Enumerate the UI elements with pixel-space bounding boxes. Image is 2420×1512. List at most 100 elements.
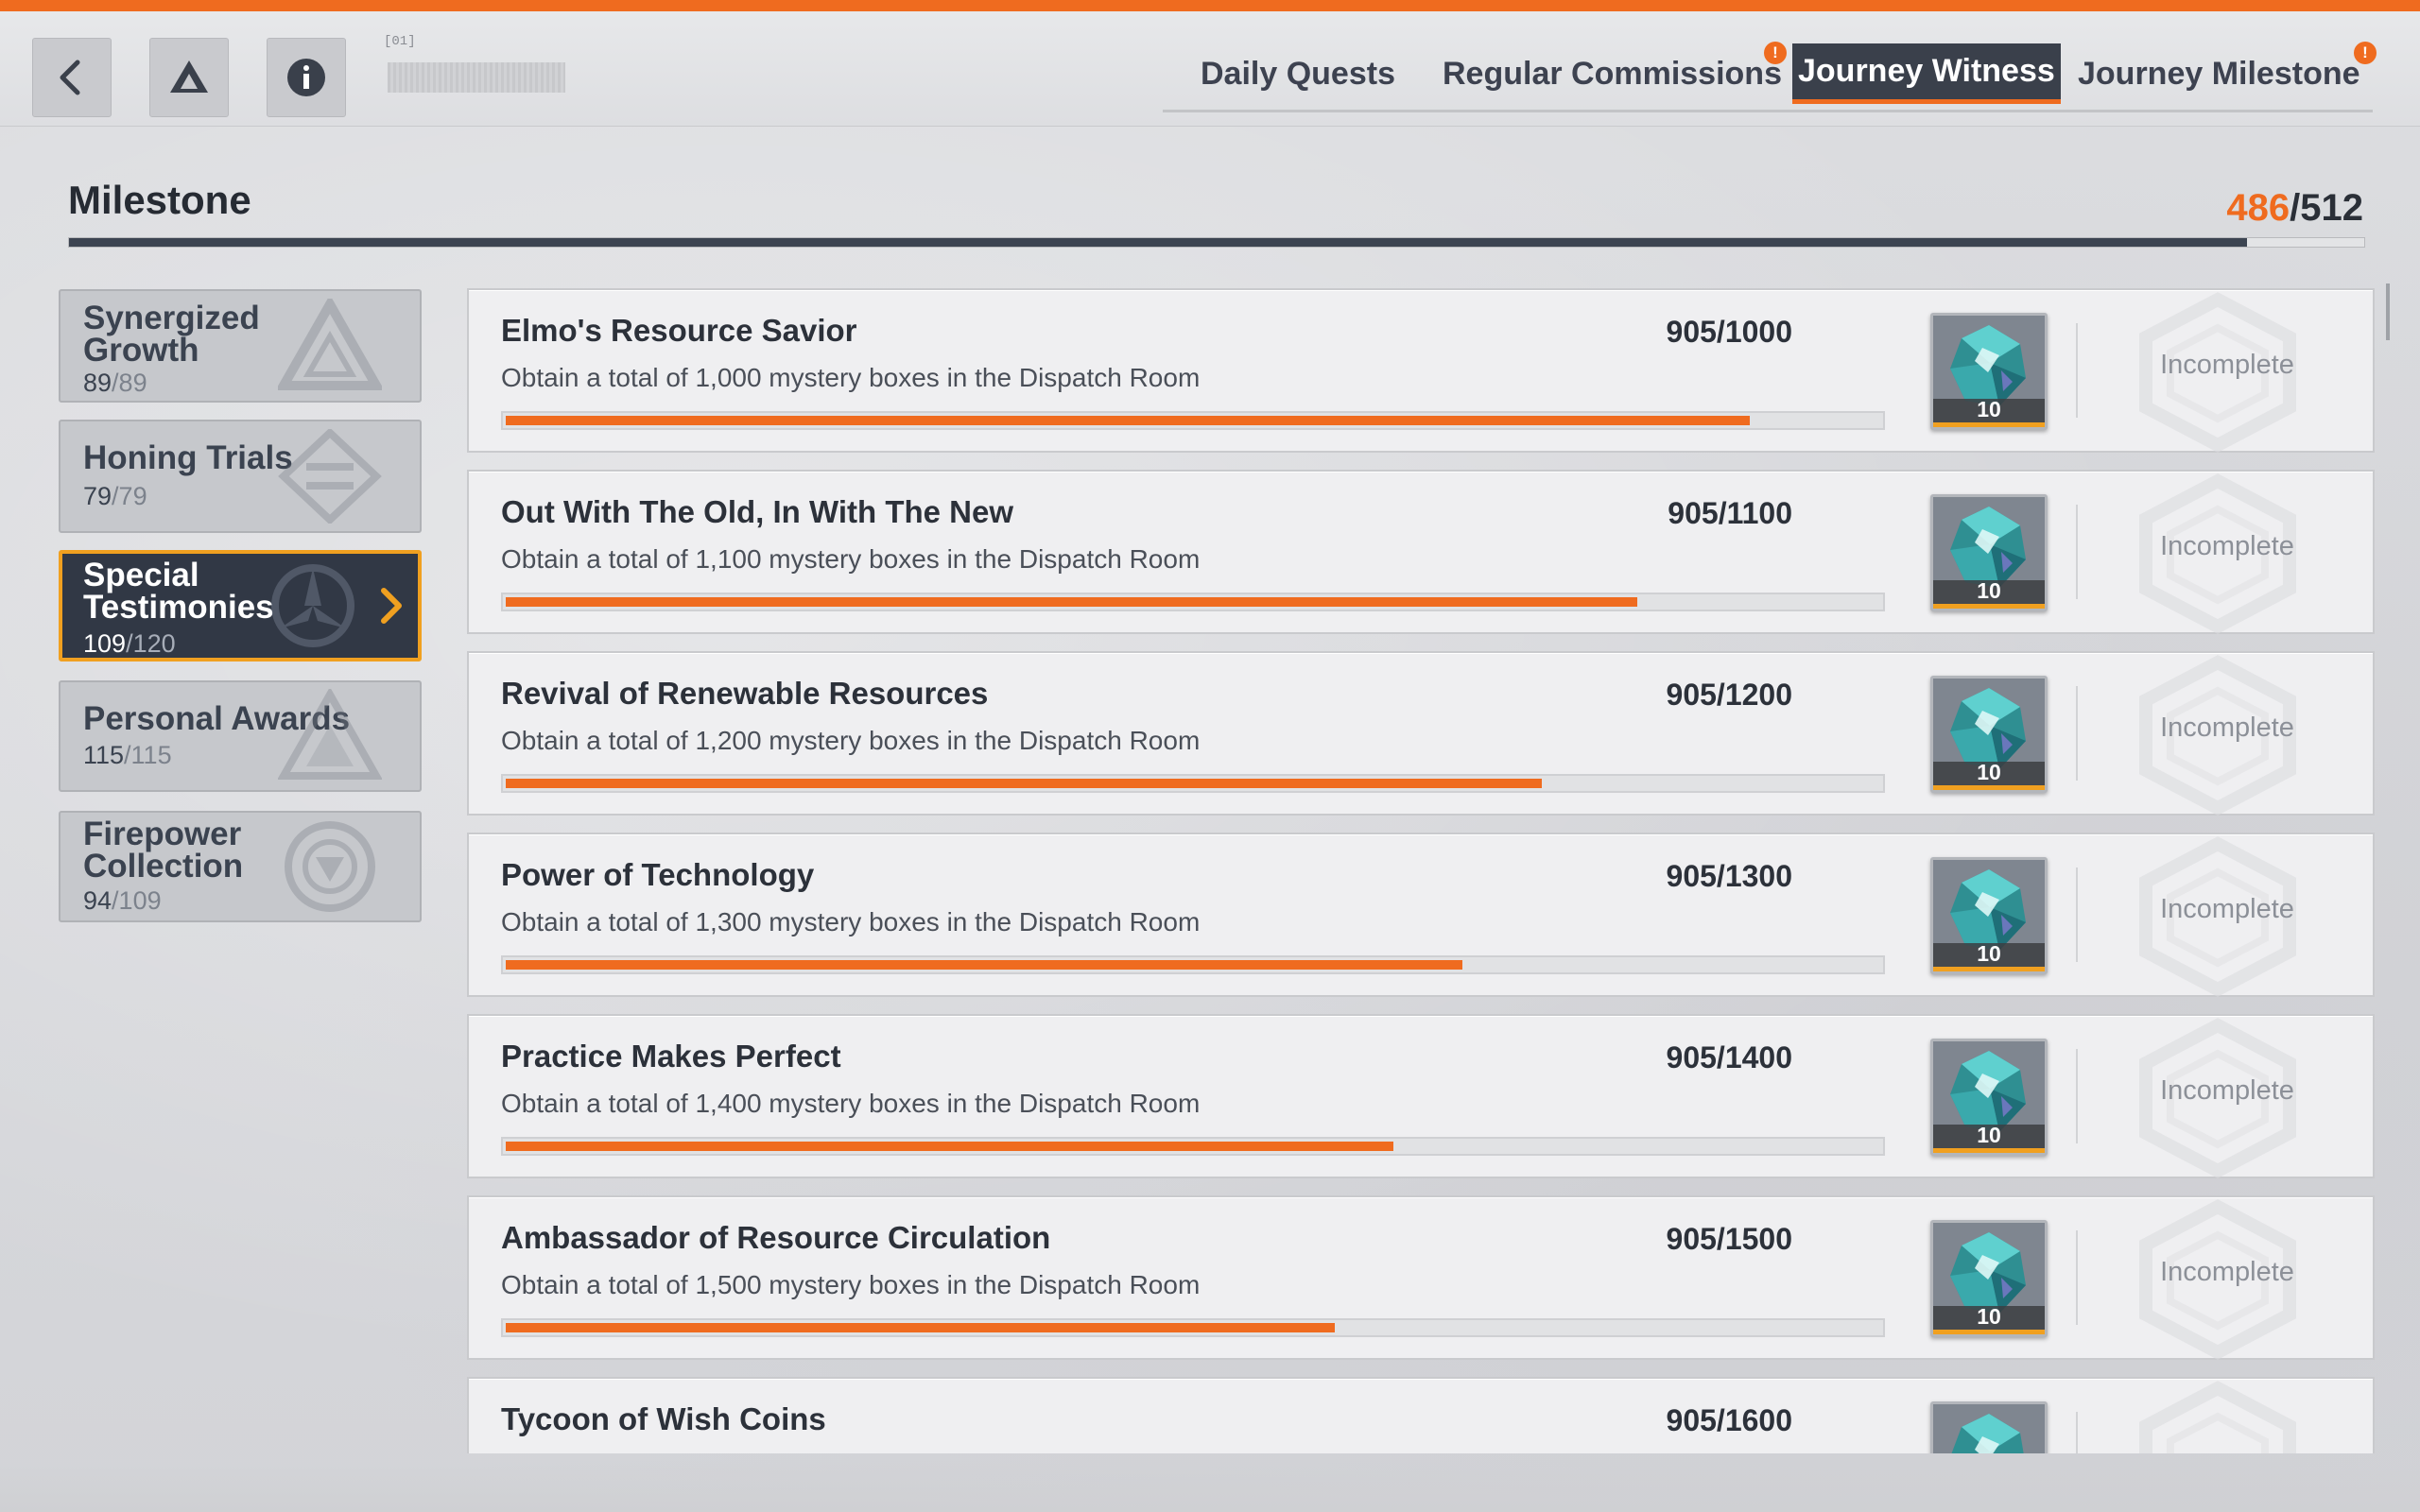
quest-title: Revival of Renewable Resources	[501, 676, 989, 711]
quest-card[interactable]: Tycoon of Wish Coins 905/1600 10	[467, 1377, 2375, 1453]
tab-journey-milestone[interactable]: Journey Milestone	[2072, 43, 2366, 104]
category-personal-awards[interactable]: Personal Awards 115/115	[59, 680, 422, 792]
category-count: 115/115	[83, 741, 172, 769]
reward-item[interactable]: 10	[1930, 1039, 2048, 1156]
quest-progress-text: 905/1500	[1666, 1222, 1792, 1256]
tab-regular-commissions[interactable]: Regular Commissions	[1437, 43, 1788, 104]
reward-qty: 10	[1977, 941, 2001, 966]
quest-card[interactable]: Out With The Old, In With The New Obtain…	[467, 470, 2375, 634]
crystal-gem-icon	[1950, 1051, 2026, 1132]
quest-description: Obtain a total of 1,400 mystery boxes in…	[501, 1089, 1201, 1118]
quest-description: Obtain a total of 1,500 mystery boxes in…	[501, 1270, 1201, 1299]
reward-qty: 10	[1977, 1304, 2001, 1329]
tri-blade-emblem-icon	[271, 564, 354, 647]
tab-label: Journey Milestone	[2078, 55, 2360, 92]
triangle-emblem-icon	[278, 299, 382, 390]
back-button[interactable]	[32, 38, 112, 117]
quest-progress-text: 905/1000	[1666, 315, 1792, 349]
quest-title: Practice Makes Perfect	[501, 1039, 841, 1074]
category-special-testimonies[interactable]: Special Testimonies 109/120	[59, 550, 422, 662]
reward-item[interactable]: 10	[1930, 676, 2048, 793]
quest-progress-track	[501, 411, 1885, 430]
quest-progress-track	[501, 774, 1885, 793]
category-name: Special Testimonies	[83, 557, 274, 626]
quest-title: Ambassador of Resource Circulation	[501, 1220, 1051, 1255]
triangle-logo-icon	[170, 60, 208, 93]
crystal-gem-icon	[1950, 507, 2026, 588]
crystal-gem-icon	[1950, 688, 2026, 769]
reward-qty-band	[1933, 1125, 2045, 1153]
quest-progress-track	[501, 1318, 1885, 1337]
quest-progress-track	[501, 1137, 1885, 1156]
info-icon	[287, 59, 325, 96]
category-count: 79/79	[83, 482, 147, 510]
quest-progress-fill	[506, 779, 1543, 788]
hexagon-emblem-icon	[2139, 655, 2296, 816]
category-honing-trials[interactable]: Honing Trials 79/79	[59, 420, 422, 533]
card-divider	[2076, 868, 2078, 962]
reward-qty-band	[1933, 399, 2045, 427]
crossed-emblem-icon	[278, 429, 382, 524]
quest-card[interactable]: Power of Technology Obtain a total of 1,…	[467, 833, 2375, 997]
reward-qty: 10	[1977, 578, 2001, 603]
quest-progress-fill	[506, 960, 1462, 970]
crystal-gem-icon	[1951, 1414, 2024, 1453]
tab-label: Daily Quests	[1201, 55, 1395, 92]
quest-progress-text: 905/1400	[1666, 1040, 1792, 1074]
category-firepower-collection[interactable]: Firepower Collection 94/109	[59, 811, 422, 922]
quest-description: Obtain a total of 1,200 mystery boxes in…	[501, 726, 1201, 755]
milestone-progress-fill	[69, 238, 2248, 247]
card-divider	[2076, 1049, 2078, 1143]
quest-progress-fill	[506, 597, 1637, 607]
reward-item[interactable]: 10	[1930, 857, 2048, 974]
quest-title: Out With The Old, In With The New	[501, 494, 1014, 529]
quest-progress-text: 905/1100	[1668, 496, 1792, 530]
alert-icon: !	[1764, 42, 1787, 64]
header-deco-bar	[388, 62, 565, 93]
reward-item[interactable]: 10	[1930, 1220, 2048, 1337]
quest-card[interactable]: Practice Makes Perfect Obtain a total of…	[467, 1014, 2375, 1178]
reward-item[interactable]: 10	[1930, 313, 2048, 430]
category-name: Personal Awards	[83, 700, 351, 737]
quest-progress-track	[501, 955, 1885, 974]
scrollbar-thumb[interactable]	[2386, 284, 2390, 340]
category-synergized-growth[interactable]: Synergized Growth 89/89	[59, 289, 422, 403]
category-name: Honing Trials	[83, 439, 293, 476]
reward-item[interactable]: 10	[1930, 494, 2048, 611]
quest-card[interactable]: Elmo's Resource Savior Obtain a total of…	[467, 288, 2375, 453]
tab-daily-quests[interactable]: Daily Quests	[1195, 43, 1401, 104]
hexagon-emblem-icon	[2139, 836, 2296, 997]
reward-qty-band	[1933, 943, 2045, 971]
home-logo-button[interactable]	[149, 38, 229, 117]
quest-progress-text: 905/1200	[1666, 678, 1792, 712]
chevron-right-icon	[381, 588, 402, 624]
quest-title: Tycoon of Wish Coins	[501, 1401, 826, 1436]
quest-status: Incomplete	[2160, 1075, 2294, 1106]
quest-status: Incomplete	[2160, 1257, 2294, 1287]
quest-list[interactable]: Elmo's Resource Savior Obtain a total of…	[467, 288, 2377, 1453]
info-button[interactable]	[267, 38, 346, 117]
quest-description: Obtain a total of 1,300 mystery boxes in…	[501, 907, 1201, 936]
hexagon-emblem-icon	[2139, 1018, 2296, 1178]
quest-status: Incomplete	[2160, 531, 2294, 561]
quest-status: Incomplete	[2160, 713, 2294, 743]
bottom-deco	[0, 1460, 2420, 1512]
hexagon-emblem-icon	[2139, 1199, 2296, 1360]
top-accent-strip	[0, 0, 2420, 11]
card-divider	[2076, 1230, 2078, 1325]
reward-qty: 10	[1977, 760, 2001, 784]
quest-card[interactable]: Revival of Renewable Resources Obtain a …	[467, 651, 2375, 816]
quest-progress-fill	[506, 1142, 1394, 1151]
card-divider	[2076, 686, 2078, 781]
alert-icon: !	[2354, 42, 2377, 64]
quest-progress-fill	[506, 416, 1750, 425]
quest-title: Elmo's Resource Savior	[501, 313, 857, 348]
category-name: Synergized Growth	[83, 300, 260, 369]
quest-card[interactable]: Ambassador of Resource Circulation Obtai…	[467, 1195, 2375, 1360]
tab-label: Regular Commissions	[1443, 55, 1782, 92]
reward-item[interactable]: 10	[1930, 1401, 2048, 1453]
milestone-count: 486/512	[2155, 187, 2363, 230]
milestone-progress-track	[68, 237, 2365, 248]
tab-journey-witness[interactable]: Journey Witness	[1792, 43, 2061, 104]
crystal-gem-icon	[1950, 325, 2026, 406]
